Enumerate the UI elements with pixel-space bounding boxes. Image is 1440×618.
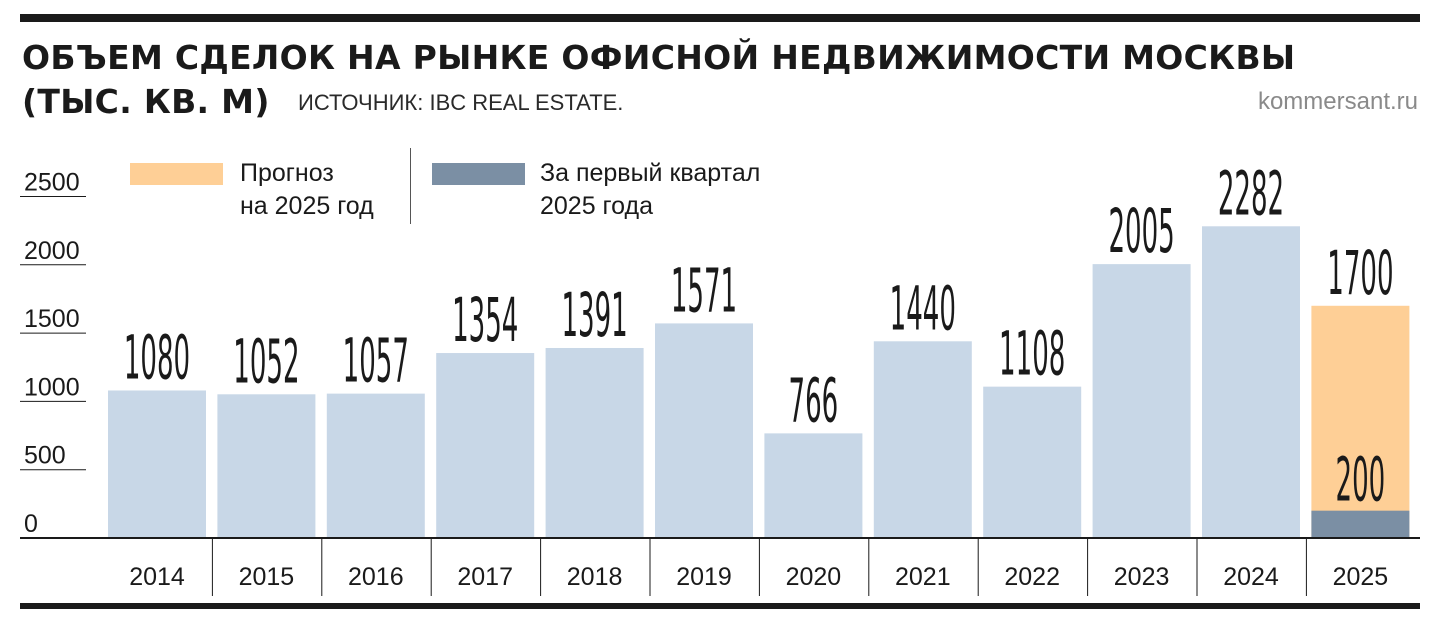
value-label-2023: 2005 — [1108, 198, 1174, 268]
x-axis: 2014 2015 2016 2017 2018 2019 2020 2021 2022 2023… — [20, 537, 1420, 596]
x-tick-label-2015: 2015 — [239, 563, 295, 591]
x-tick-label-2019: 2019 — [676, 563, 732, 591]
y-tick-label: 1000 — [24, 373, 80, 401]
bar-2016 — [326, 393, 425, 538]
legend-divider — [410, 148, 411, 224]
legend-q1-label-line2: 2025 года — [540, 192, 653, 220]
legend-forecast-label-line1: Прогноз — [240, 159, 334, 187]
x-tick-label-2022: 2022 — [1004, 563, 1060, 591]
x-tick-label-2024: 2024 — [1223, 563, 1279, 591]
chart-title: ОБЪЕМ СДЕЛОК НА РЫНКЕ ОФИСНОЙ НЕДВИЖИМОС… — [22, 38, 1296, 77]
bars-layer — [108, 226, 1410, 538]
value-label-2021: 1440 — [890, 275, 956, 345]
y-tick-label: 2500 — [24, 169, 80, 197]
x-tick-label-2017: 2017 — [457, 563, 513, 591]
bar-2014 — [108, 390, 206, 538]
bar-q1-2025 — [1311, 510, 1410, 538]
y-tick-label: 500 — [24, 442, 66, 470]
chart-source: ИСТОЧНИК: IBC REAL ESTATE. — [298, 90, 624, 115]
y-tick-label: 1500 — [24, 305, 80, 333]
value-label-2025: 1700 — [1327, 239, 1393, 309]
value-label-2024: 2282 — [1218, 160, 1284, 230]
value-labels: 1080 1052 1057 1354 1391 1571 766 1440 1108 2005 2… — [124, 160, 1394, 517]
value-label-2019: 1571 — [671, 257, 737, 327]
bar-2017 — [436, 353, 535, 538]
y-tick-label: 2000 — [24, 237, 80, 265]
legend-forecast-swatch — [130, 163, 223, 185]
value-label-2017: 1354 — [452, 286, 518, 356]
bar-2015 — [217, 394, 316, 538]
value-label-2016: 1057 — [343, 327, 409, 397]
x-tick-label-2014: 2014 — [129, 563, 185, 591]
bar-forecast-2025 — [1311, 305, 1410, 538]
x-tick-label-2025: 2025 — [1333, 563, 1389, 591]
value-label-2014: 1080 — [124, 324, 190, 394]
y-tick-label: 0 — [24, 510, 38, 538]
x-tick-label-2016: 2016 — [348, 563, 404, 591]
chart-title-units: (ТЫС. КВ. М) — [22, 82, 270, 121]
value-label-q1-2025: 200 — [1336, 446, 1386, 516]
y-axis-ticks: 0 500 1000 1500 2000 2500 — [20, 169, 86, 538]
value-label-2015: 1052 — [233, 328, 299, 398]
top-rule — [20, 14, 1420, 22]
value-label-2018: 1391 — [561, 281, 627, 351]
value-label-2020: 766 — [789, 367, 839, 437]
bar-2020 — [764, 433, 863, 538]
value-label-2022: 1108 — [999, 320, 1065, 390]
x-tick-label-2018: 2018 — [567, 563, 623, 591]
bar-2022 — [983, 386, 1082, 538]
legend-q1-swatch — [432, 163, 525, 185]
bar-2023 — [1092, 264, 1191, 538]
bottom-rule — [20, 603, 1420, 609]
legend-forecast-label-line2: на 2025 год — [240, 192, 374, 220]
bar-2018 — [545, 347, 644, 538]
bar-2019 — [655, 323, 753, 538]
bar-2021 — [873, 341, 972, 538]
x-tick-label-2020: 2020 — [786, 563, 842, 591]
bar-2024 — [1202, 226, 1300, 538]
legend-q1-label-line1: За первый квартал — [540, 159, 761, 187]
x-tick-label-2021: 2021 — [895, 563, 951, 591]
x-tick-label-2023: 2023 — [1114, 563, 1170, 591]
site-name: kommersant.ru — [1257, 88, 1418, 115]
